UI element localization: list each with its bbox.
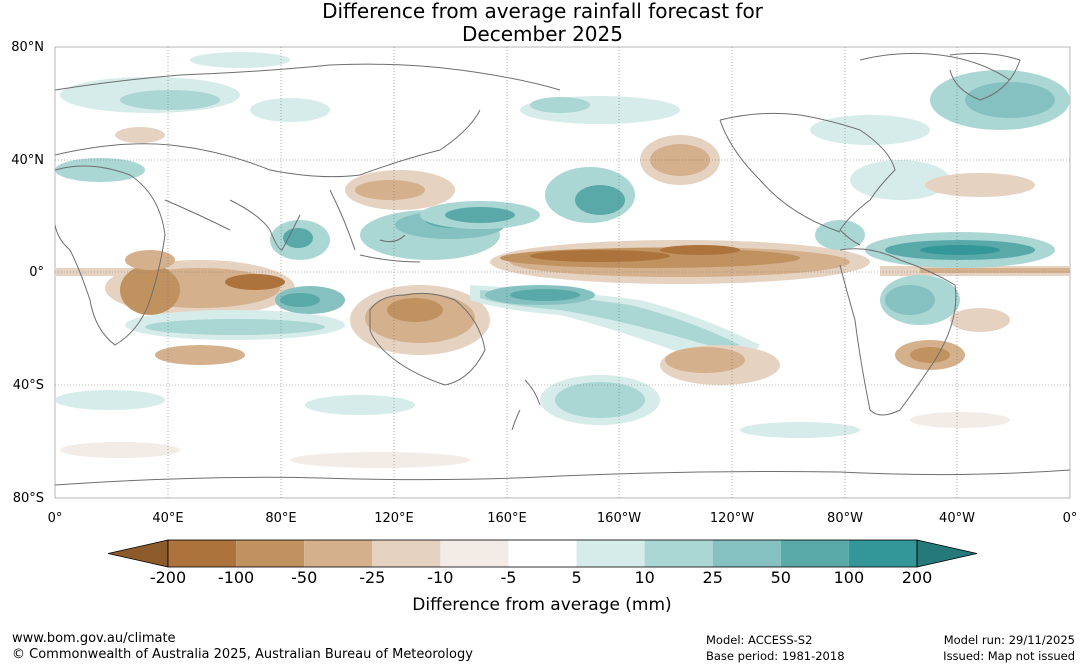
latitude-label: 40°N <box>11 153 44 168</box>
colorbar-segment <box>440 540 509 567</box>
map-title-line1: Difference from average rainfall forecas… <box>322 0 763 23</box>
colorbar-tick-label: -25 <box>359 568 385 587</box>
footer-base-period: Base period: 1981-2018 <box>706 649 845 663</box>
colorbar-tick-label: -50 <box>291 568 317 587</box>
colorbar-tick-label: 5 <box>571 568 581 587</box>
colorbar-segment <box>780 540 849 567</box>
longitude-label: 40°W <box>939 511 975 526</box>
colorbar-tick-label: 200 <box>902 568 933 587</box>
colorbar-segment <box>508 540 577 567</box>
colorbar-title: Difference from average (mm) <box>412 595 671 615</box>
colorbar-segment <box>372 540 441 567</box>
colorbar-tick-label: 100 <box>834 568 865 587</box>
longitude-label: 120°E <box>374 511 414 526</box>
colorbar-segment <box>168 540 237 567</box>
footer-model: Model: ACCESS-S2 <box>706 633 813 647</box>
colorbar-segment <box>576 540 645 567</box>
colorbar-segment <box>848 540 917 567</box>
longitude-label: 160°E <box>487 511 527 526</box>
colorbar-segment <box>304 540 373 567</box>
latitude-label: 0° <box>29 265 44 280</box>
colorbar-tick-label: -10 <box>427 568 453 587</box>
footer-url[interactable]: www.bom.gov.au/climate <box>12 631 176 646</box>
latitude-label: 80°S <box>13 491 44 506</box>
coastlines <box>55 52 1070 486</box>
colorbar-segment <box>644 540 713 567</box>
longitude-label: 80°W <box>827 511 863 526</box>
colorbar-tick-label: 10 <box>634 568 654 587</box>
gridlines <box>55 47 1070 498</box>
longitude-label: 0° <box>1063 511 1078 526</box>
longitude-label: 160°W <box>597 511 641 526</box>
colorbar-tick-label: -200 <box>150 568 186 587</box>
longitude-labels: 0° 40°E 80°E 120°E 160°E 160°W 120°W 80°W 40°W 0° <box>48 511 1078 526</box>
latitude-label: 40°S <box>13 378 44 393</box>
footer-run-info: Model run: 29/11/2025 Issued: Map not is… <box>943 632 1075 664</box>
map-title: Difference from average rainfall forecas… <box>0 0 1085 46</box>
rainfall-anomaly-field <box>55 52 1070 486</box>
footer-left: www.bom.gov.au/climate © Commonwealth of… <box>12 631 473 663</box>
map-title-line2: December 2025 <box>462 22 623 46</box>
colorbar: -200 -100 -50 -25 -10 -5 5 10 25 50 100 200 <box>107 539 978 587</box>
footer-issued: Issued: Map not issued <box>943 649 1075 663</box>
colorbar-tick-label: 25 <box>703 568 723 587</box>
colorbar-segment <box>712 540 781 567</box>
footer-model-info: Model: ACCESS-S2 Base period: 1981-2018 <box>706 632 845 664</box>
longitude-label: 120°W <box>710 511 754 526</box>
colorbar-outline <box>167 539 918 568</box>
rainfall-map: 80°N 40°N 0° 40°S 80°S 0° 40°E 80°E 120°E 160°E 1… <box>11 40 1078 615</box>
colorbar-extend-high <box>916 539 978 568</box>
latitude-labels: 80°N 40°N 0° 40°S 80°S <box>11 40 44 506</box>
footer-model-run: Model run: 29/11/2025 <box>943 633 1075 647</box>
colorbar-segment <box>236 540 305 567</box>
footer-copyright: © Commonwealth of Australia 2025, Austra… <box>12 647 473 662</box>
longitude-label: 0° <box>48 511 63 526</box>
longitude-label: 40°E <box>152 511 183 526</box>
longitude-label: 80°E <box>265 511 296 526</box>
latitude-label: 80°N <box>11 40 44 55</box>
colorbar-tick-label: -100 <box>218 568 254 587</box>
colorbar-extend-low <box>107 539 169 568</box>
colorbar-tick-label: 50 <box>771 568 791 587</box>
colorbar-tick-label: -5 <box>500 568 516 587</box>
